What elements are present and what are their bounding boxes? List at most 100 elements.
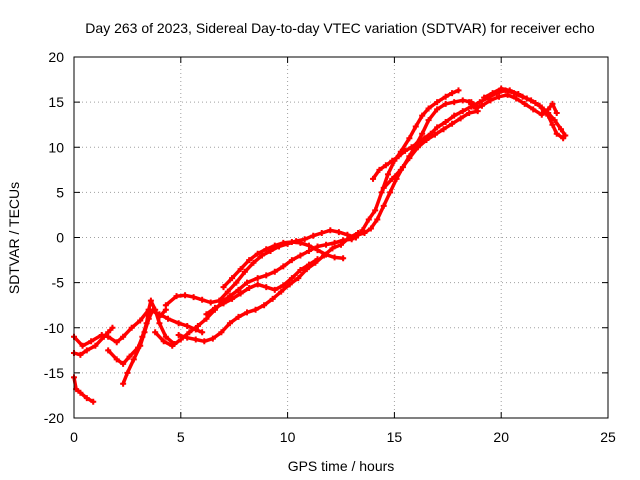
data-point <box>378 189 385 196</box>
data-point <box>241 268 248 275</box>
data-point <box>278 288 285 295</box>
data-point <box>318 229 325 236</box>
series-track-10 <box>220 239 347 291</box>
data-point <box>389 175 396 182</box>
data-point <box>297 266 304 273</box>
series-line <box>72 307 204 348</box>
data-point <box>209 335 216 342</box>
data-point <box>128 324 135 331</box>
data-point <box>442 118 449 125</box>
data-point <box>258 252 265 259</box>
data-point <box>419 130 426 137</box>
data-point <box>218 329 225 336</box>
data-point <box>414 144 421 151</box>
data-point <box>152 329 159 336</box>
data-point <box>442 100 449 107</box>
data-point <box>77 351 84 358</box>
data-point <box>489 90 496 97</box>
data-point <box>175 331 182 338</box>
data-point <box>124 369 131 376</box>
x-axis-label: GPS time / hours <box>288 458 395 474</box>
y-tick-label: 10 <box>48 139 64 155</box>
data-point <box>147 297 154 304</box>
x-tick-label: 20 <box>493 429 509 445</box>
data-point <box>201 338 208 345</box>
series-track-8 <box>175 229 362 345</box>
data-point <box>120 380 127 387</box>
data-point <box>83 395 90 402</box>
data-point <box>77 389 84 396</box>
data-point <box>370 175 377 182</box>
data-point <box>120 360 127 367</box>
data-point <box>355 229 362 236</box>
data-point <box>323 241 330 248</box>
data-point <box>295 275 302 282</box>
series-track-14 <box>380 108 481 191</box>
data-point <box>449 90 456 97</box>
data-point <box>459 108 466 115</box>
data-point <box>229 295 236 302</box>
data-point <box>226 320 233 327</box>
data-point <box>434 99 441 106</box>
data-point <box>402 147 409 154</box>
data-point <box>406 135 413 142</box>
data-point <box>126 353 133 360</box>
data-point <box>109 324 116 331</box>
data-point <box>235 286 242 293</box>
data-point <box>280 282 287 289</box>
data-point <box>301 236 308 243</box>
data-point <box>346 234 353 241</box>
data-point <box>419 112 426 119</box>
data-point <box>105 329 112 336</box>
data-point <box>169 342 176 349</box>
data-point <box>327 227 334 234</box>
y-tick-label: -20 <box>44 410 64 426</box>
data-point <box>367 225 374 232</box>
data-point <box>412 123 419 130</box>
data-point <box>380 202 387 209</box>
y-tick-label: 15 <box>48 94 64 110</box>
data-point <box>549 100 556 107</box>
data-point <box>224 288 231 295</box>
data-point <box>211 304 218 311</box>
data-point <box>314 247 321 254</box>
data-point <box>120 333 127 340</box>
data-point <box>305 261 312 268</box>
data-point <box>88 338 95 345</box>
data-point <box>173 293 180 300</box>
data-point <box>329 245 336 252</box>
data-point <box>288 257 295 264</box>
data-point <box>156 320 163 327</box>
data-point <box>515 91 522 98</box>
data-point <box>476 99 483 106</box>
data-point <box>425 117 432 124</box>
data-point <box>235 313 242 320</box>
data-point <box>297 239 304 246</box>
data-point <box>340 255 347 262</box>
data-point <box>207 299 214 306</box>
data-point <box>538 104 545 111</box>
chart-title: Day 263 of 2023, Sidereal Day-to-day VTE… <box>85 20 595 36</box>
data-point <box>466 109 473 116</box>
data-point <box>288 275 295 282</box>
data-point <box>199 296 206 303</box>
series-track-13 <box>466 91 560 118</box>
data-series-layer <box>71 85 569 405</box>
data-point <box>113 356 120 363</box>
data-point <box>425 105 432 112</box>
series-track-9 <box>203 256 321 318</box>
data-point <box>220 300 227 307</box>
data-point <box>254 275 261 282</box>
data-point <box>244 309 251 316</box>
y-tick-label: 5 <box>56 184 64 200</box>
data-point <box>280 263 287 270</box>
data-point <box>137 342 144 349</box>
data-point <box>558 126 565 133</box>
data-point <box>184 334 191 341</box>
data-point <box>216 297 223 304</box>
data-point <box>374 216 381 223</box>
y-axis-label: SDTVAR / TECUs <box>6 182 22 294</box>
data-point <box>130 356 137 363</box>
data-point <box>280 239 287 246</box>
